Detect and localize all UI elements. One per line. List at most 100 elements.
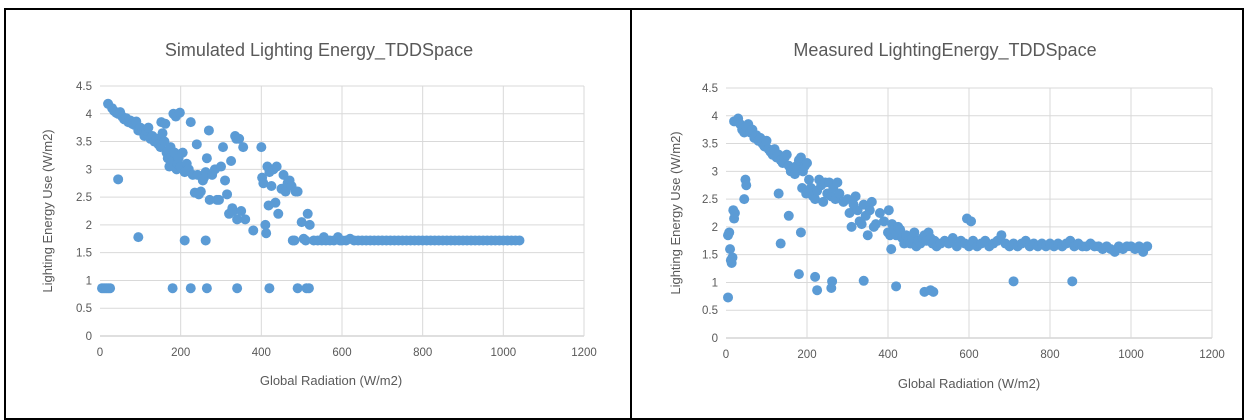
data-point (234, 133, 245, 144)
data-point (947, 233, 958, 243)
data-point (781, 149, 792, 160)
data-point (804, 174, 815, 185)
y-tick-label: 3.5 (702, 139, 718, 151)
data-point (724, 227, 735, 238)
data-point (273, 208, 284, 219)
data-point (846, 221, 857, 232)
x-tick-label: 800 (413, 347, 432, 359)
x-tick-label: 600 (959, 349, 978, 361)
data-point (862, 230, 873, 241)
y-tick-labels: 0 0.5 1 1.5 2 2.5 3 3.5 4 4.5 (702, 83, 719, 345)
data-point (303, 283, 314, 294)
data-point (113, 174, 124, 185)
data-point (238, 142, 249, 153)
y-tick-label: 4 (86, 109, 93, 121)
x-tick-label: 1200 (1199, 349, 1225, 361)
data-point (226, 156, 237, 166)
data-point (292, 186, 303, 197)
scatter-chart-simulated: Simulated Lighting Energy_TDDSpace 0 0.5 1… (40, 40, 597, 388)
data-point (818, 196, 829, 207)
data-points (723, 113, 1153, 303)
data-point (143, 122, 154, 133)
chart-panel-measured: Measured LightingEnergy_TDDSpace 0 0.5 1 1.… (630, 8, 1244, 420)
x-tick-label: 600 (332, 347, 351, 359)
x-tick-label: 800 (1040, 349, 1059, 361)
data-point (866, 196, 877, 207)
y-tick-labels: 0 0.5 1 1.5 2 2.5 3 3.5 4 4.5 (76, 81, 93, 343)
data-point (909, 227, 920, 238)
data-point (810, 194, 821, 205)
gridlines (726, 87, 1213, 339)
data-point (844, 208, 855, 218)
data-point (850, 191, 861, 202)
x-tick-label: 200 (797, 349, 816, 361)
data-point (729, 208, 740, 218)
data-point (783, 210, 794, 221)
data-point (266, 181, 277, 191)
data-point (232, 283, 243, 294)
data-point (167, 283, 178, 294)
data-point (812, 285, 823, 296)
data-point (270, 197, 281, 208)
data-point (264, 283, 275, 294)
data-point (789, 169, 800, 180)
data-point (858, 275, 869, 286)
x-tick-labels: 0 200 400 600 800 1000 1200 (97, 347, 597, 359)
data-point (832, 177, 843, 188)
data-point (195, 186, 206, 197)
x-tick-label: 200 (171, 347, 190, 359)
y-tick-label: 2.5 (76, 192, 92, 204)
y-tick-label: 1.5 (76, 248, 92, 260)
data-points (97, 98, 525, 294)
data-point (105, 283, 116, 294)
data-point (185, 283, 196, 294)
data-point (174, 107, 185, 118)
data-point (773, 188, 784, 199)
data-point (928, 286, 939, 297)
data-point (878, 216, 889, 227)
data-point (203, 125, 214, 136)
data-point (216, 161, 226, 172)
y-tick-label: 1 (86, 275, 92, 287)
chart-title: Measured LightingEnergy_TDDSpace (793, 40, 1096, 61)
data-point (160, 118, 171, 129)
data-point (834, 188, 845, 199)
data-point (883, 205, 894, 216)
data-point (157, 128, 168, 139)
data-point (240, 214, 251, 225)
data-point (204, 194, 215, 205)
x-tick-label: 0 (723, 349, 729, 361)
data-point (891, 281, 902, 292)
y-tick-label: 2.5 (702, 194, 718, 206)
data-point (1142, 241, 1153, 252)
data-point (201, 153, 212, 164)
y-tick-label: 2 (712, 222, 718, 234)
data-point (289, 235, 300, 246)
y-axis-label: Lighting Energy Use (W/m2) (40, 129, 55, 292)
data-point (256, 142, 267, 153)
data-point (304, 219, 315, 230)
x-tick-label: 400 (252, 347, 271, 359)
data-point (228, 206, 239, 216)
x-axis-label: Global Radiation (W/m2) (898, 376, 1040, 391)
data-point (133, 232, 144, 243)
y-tick-label: 4 (712, 111, 719, 123)
chart-panel-simulated: Simulated Lighting Energy_TDDSpace 0 0.5 1… (4, 8, 634, 420)
data-point (222, 189, 233, 200)
data-point (793, 269, 804, 280)
y-tick-label: 4.5 (76, 81, 92, 93)
data-point (296, 217, 307, 228)
data-point (248, 225, 259, 236)
y-tick-label: 0 (712, 333, 718, 345)
data-point (761, 135, 772, 146)
data-point (514, 235, 525, 246)
chart-title: Simulated Lighting Energy_TDDSpace (165, 40, 473, 61)
data-point (874, 208, 885, 218)
data-point (302, 208, 313, 219)
data-point (177, 147, 188, 158)
data-point (870, 219, 881, 230)
y-tick-label: 3.5 (76, 137, 92, 149)
data-point (827, 276, 838, 287)
data-point (802, 158, 812, 168)
data-point (271, 161, 282, 172)
